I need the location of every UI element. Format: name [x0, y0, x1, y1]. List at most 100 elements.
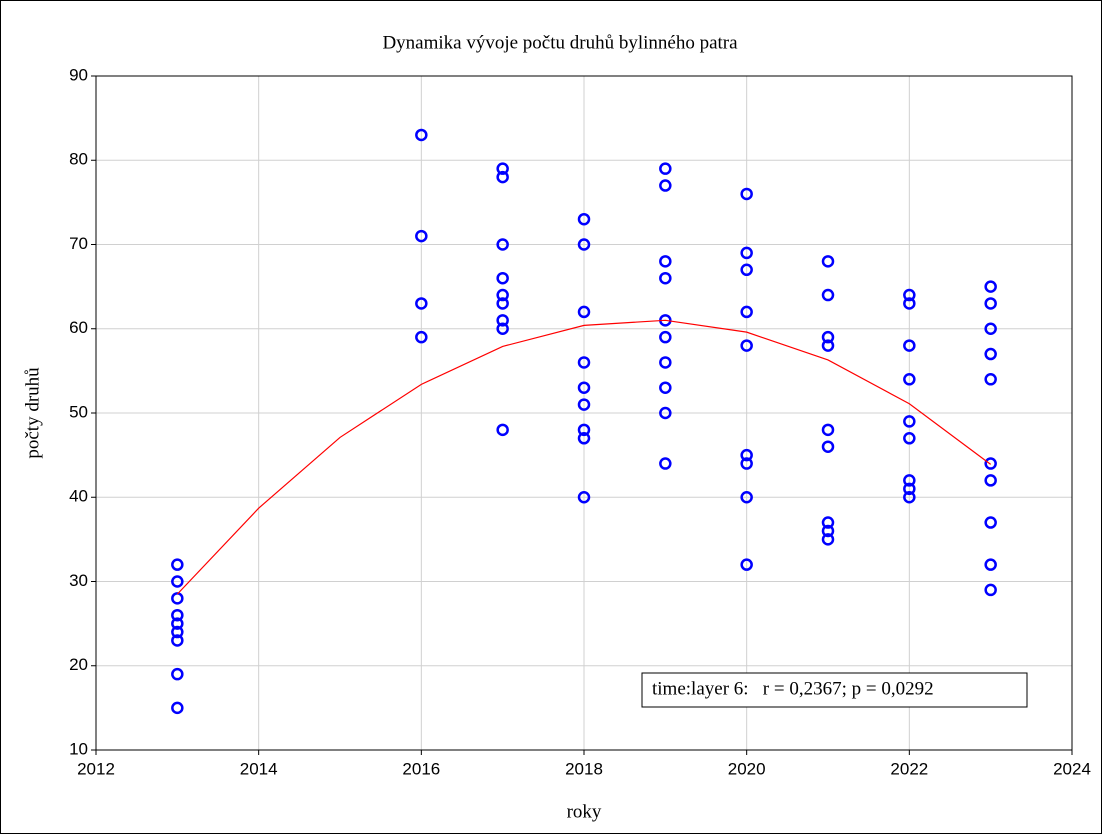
point: [903, 491, 916, 504]
point: [740, 558, 753, 571]
point: [577, 491, 591, 504]
y-tick-label: 90: [69, 65, 88, 84]
point: [984, 474, 997, 487]
point: [171, 575, 184, 588]
point: [903, 474, 916, 487]
x-tick-label: 2016: [402, 759, 440, 778]
y-tick-label: 50: [69, 402, 88, 421]
point: [171, 701, 184, 715]
point: [903, 373, 916, 386]
point: [821, 255, 835, 268]
point: [496, 322, 509, 335]
point: [496, 288, 509, 302]
point: [577, 398, 591, 411]
point: [577, 423, 591, 437]
point: [984, 558, 997, 571]
point: [577, 305, 591, 319]
point: [984, 322, 997, 335]
x-tick-label: 2024: [1053, 759, 1091, 778]
point: [740, 246, 753, 260]
point: [821, 516, 835, 529]
x-tick-label: 2022: [890, 759, 928, 778]
y-tick-label: 60: [69, 318, 88, 337]
point: [577, 356, 591, 369]
point: [496, 423, 509, 437]
point: [740, 491, 753, 504]
chart-title: Dynamika vývoje počtu druhů bylinného pa…: [382, 32, 738, 53]
y-tick-label: 70: [69, 234, 88, 253]
point: [740, 448, 753, 462]
y-tick-label: 80: [69, 150, 88, 169]
x-tick-label: 2012: [77, 759, 115, 778]
point: [496, 238, 509, 251]
point: [903, 288, 916, 302]
point: [821, 423, 835, 437]
point: [740, 263, 753, 277]
point: [659, 162, 672, 175]
point: [821, 339, 835, 352]
point: [496, 271, 509, 285]
point: [577, 238, 591, 251]
point: [496, 297, 509, 310]
point: [659, 381, 672, 394]
point: [171, 558, 184, 571]
y-tick-label: 30: [69, 571, 88, 590]
y-tick-label: 40: [69, 487, 88, 506]
point: [659, 406, 672, 420]
point: [577, 432, 591, 445]
point: [821, 288, 835, 302]
point: [984, 373, 997, 386]
point: [659, 271, 672, 285]
x-axis-label: roky: [567, 801, 602, 822]
point: [415, 229, 428, 243]
point: [984, 347, 997, 361]
point: [821, 330, 835, 344]
point: [740, 305, 753, 319]
point: [659, 255, 672, 268]
y-tick-label: 20: [69, 655, 88, 674]
point: [740, 339, 753, 352]
fit-line: [176, 319, 992, 595]
point: [984, 583, 997, 597]
point: [415, 330, 428, 344]
point: [984, 280, 997, 293]
point: [171, 667, 184, 681]
point: [577, 212, 591, 226]
point: [659, 457, 672, 470]
point: [903, 339, 916, 352]
point: [415, 128, 428, 142]
point: [171, 625, 184, 639]
point: [659, 356, 672, 369]
point: [903, 482, 916, 496]
x-tick-label: 2014: [240, 759, 278, 778]
point: [740, 187, 753, 201]
point: [496, 170, 509, 184]
point: [496, 314, 509, 327]
point: [659, 179, 672, 192]
point: [171, 608, 184, 622]
point: [984, 297, 997, 310]
point: [984, 457, 997, 470]
plot-border: [95, 75, 1073, 751]
point: [496, 162, 509, 175]
x-tick-label: 2018: [565, 759, 603, 778]
point: [821, 440, 835, 453]
point: [171, 634, 184, 647]
point: [903, 432, 916, 445]
annotation: time:layer 6: r = 0,2367; p = 0,0292: [652, 678, 934, 699]
point: [821, 524, 835, 538]
point: [821, 533, 835, 546]
point: [415, 297, 428, 310]
y-tick-label: 10: [69, 739, 88, 758]
point: [659, 330, 672, 344]
point: [903, 415, 916, 428]
annotation-box: [641, 672, 1028, 708]
point: [740, 457, 753, 470]
y-axis-label: počty druhů: [22, 367, 43, 459]
point: [903, 297, 916, 310]
x-tick-label: 2020: [728, 759, 766, 778]
point: [984, 516, 997, 529]
point: [171, 617, 184, 630]
point: [577, 381, 591, 394]
